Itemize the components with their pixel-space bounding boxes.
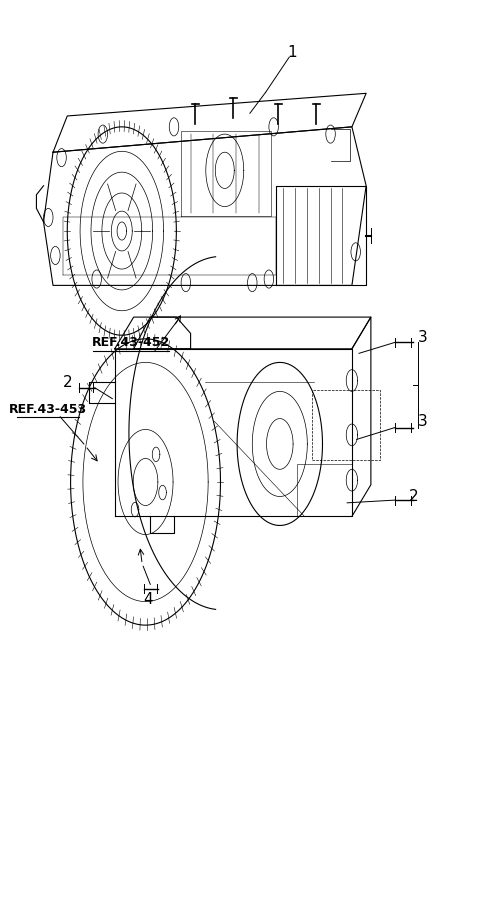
Text: REF.43-453: REF.43-453 (9, 403, 87, 416)
Text: REF.43-452: REF.43-452 (92, 336, 170, 349)
Text: 3: 3 (418, 414, 428, 429)
Text: 2: 2 (62, 375, 72, 390)
Text: 3: 3 (418, 330, 428, 344)
Text: 2: 2 (409, 489, 419, 504)
Text: 1: 1 (288, 45, 298, 60)
Text: 4: 4 (143, 593, 153, 607)
